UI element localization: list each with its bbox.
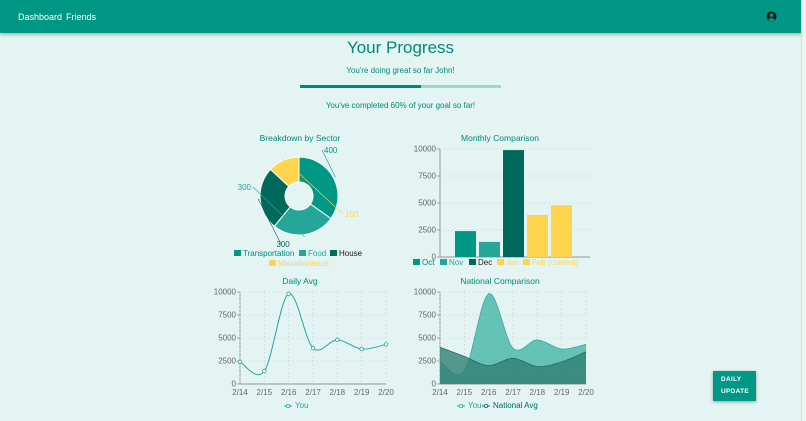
app-bar: Dashboard Friends [0,0,801,33]
legend-house: House [339,249,363,258]
scrollbar[interactable] [801,0,806,421]
daily-update-label-1: DAILY [721,376,742,383]
bar-febcurrent [551,205,572,257]
x-tick-label: 2/16 [281,388,297,397]
y-tick-label: 10000 [414,145,437,154]
legend-nov: Nov [449,258,463,267]
x-tick-label: 2/18 [330,388,346,397]
point-you [310,345,316,351]
legend-swatch [497,259,504,265]
x-tick-label: 2/16 [481,388,497,397]
pie-label-line [257,198,282,245]
legend-swatch [299,250,306,256]
y-tick-label: 0 [432,253,437,262]
legend-miscellaneous: Miscellaneous [278,259,329,268]
pie-label-line [321,149,336,178]
daily-update-button[interactable]: DAILY UPDATE [713,371,756,401]
legend-swatch [440,259,447,265]
y-tick-label: 10000 [414,288,437,297]
point-you [335,337,340,343]
y-tick-label: 7500 [218,311,236,320]
nav-friends[interactable]: Friends [66,12,97,22]
legend-transportation: Transportation [243,249,294,258]
y-tick-label: 10000 [214,288,237,297]
point-you [286,291,291,297]
x-tick-label: 2/14 [432,388,448,397]
account-circle-icon[interactable] [766,11,777,22]
y-tick-label: 5000 [218,334,236,343]
x-tick-label: 2/15 [457,388,473,397]
bar-nov [479,241,500,257]
area-you [440,293,586,384]
y-tick-label: 0 [232,380,237,389]
pie-slice-house [259,168,291,227]
point-you [237,359,243,365]
x-tick-label: 2/19 [354,388,370,397]
pie-slice-miscellaneous [269,156,300,188]
legend-you-marker-dot [458,403,463,408]
chart-title-sector: Breakdown by Sector [259,133,341,143]
legend-you-marker-dot [285,403,290,408]
nav-dashboard[interactable]: Dashboard [18,12,63,22]
legend-national-avg: National Avg [493,401,538,410]
point-you [383,342,389,347]
legend-swatch [330,250,337,256]
bar-oct [455,231,476,257]
y-tick-label: 5000 [418,199,436,208]
goal-progress-bar [300,85,501,88]
legend-dec: Dec [478,258,492,267]
bar-dec [503,150,524,257]
page-subtitle: You're doing great so far John! [346,66,455,75]
legend-you: You [468,401,482,410]
legend-swatch [523,259,530,265]
y-tick-label: 2500 [418,357,436,366]
x-tick-label: 2/20 [578,388,594,397]
legend-swatch [469,259,476,265]
legend-swatch [413,259,420,265]
x-tick-label: 2/18 [530,388,546,397]
chart-title-monthly: Monthly Comparison [461,133,539,143]
page-title: Your Progress [346,38,455,57]
pie-value-label: 300 [276,240,290,249]
pie-slice-transportation [298,156,339,220]
legend-you: You [295,401,309,410]
area-line-national-avg [439,346,587,367]
y-tick-label: 2500 [418,226,436,235]
progress-text: You've completed 60% of your goal so far… [325,101,476,110]
legend-jan: Jan [506,258,519,267]
bar-jan [527,214,548,257]
area-national-avg [440,347,586,384]
y-tick-label: 0 [432,380,437,389]
legend-swatch [234,250,241,256]
y-tick-label: 5000 [418,334,436,343]
legend-febcurrent: Feb (current) [532,258,579,267]
y-tick-label: 7500 [418,172,436,181]
x-tick-label: 2/17 [505,388,521,397]
chart-title-national: National Comparison [460,276,540,286]
y-tick-label: 7500 [418,311,436,320]
pie-slice-food [273,203,332,236]
x-tick-label: 2/15 [257,388,273,397]
legend-national-avg-marker-dot [483,403,488,408]
daily-update-label-2: UPDATE [721,388,750,395]
x-tick-label: 2/20 [378,388,394,397]
legend-food: Food [308,249,326,258]
legend-swatch [269,260,276,266]
x-tick-label: 2/19 [554,388,570,397]
pie-value-label: 400 [324,146,338,155]
point-you [262,368,267,374]
pie-value-label: 150 [345,210,359,219]
x-tick-label: 2/14 [232,388,248,397]
goal-progress-fill [300,85,421,88]
pie-value-label: 300 [238,183,252,192]
y-tick-label: 2500 [218,357,236,366]
pie-label-line [282,158,344,215]
legend-oct: Oct [422,258,435,267]
chart-title-daily: Daily Avg [282,276,318,286]
x-tick-label: 2/17 [305,388,321,397]
point-you [359,346,364,352]
pie-label-line [252,186,305,237]
